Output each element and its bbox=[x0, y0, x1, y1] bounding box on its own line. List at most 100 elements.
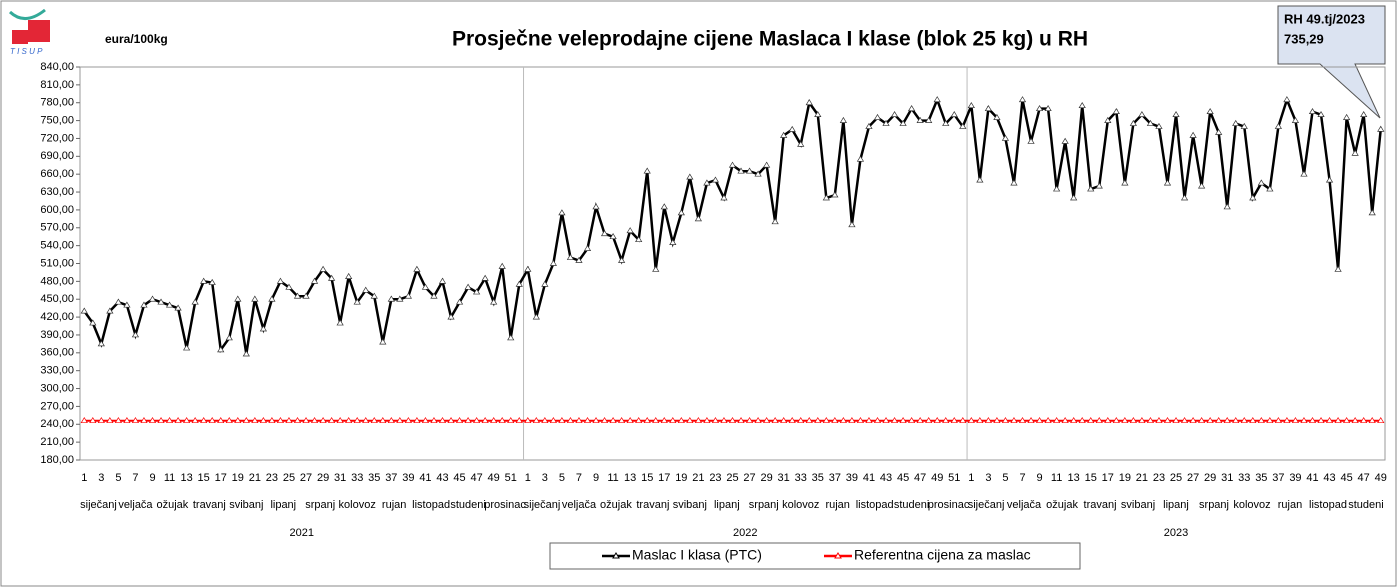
x-tick-label: 21 bbox=[1136, 472, 1148, 484]
month-label: rujan bbox=[382, 499, 406, 511]
month-label: studeni bbox=[1348, 499, 1383, 511]
y-tick-label: 810,00 bbox=[40, 79, 74, 91]
point-marker bbox=[1240, 417, 1248, 424]
point-marker bbox=[310, 277, 319, 284]
point-marker bbox=[140, 301, 148, 308]
point-marker bbox=[438, 417, 447, 424]
x-tick-label: 11 bbox=[164, 472, 175, 484]
point-marker bbox=[797, 140, 805, 147]
point-marker bbox=[1274, 122, 1282, 129]
x-tick-label: 7 bbox=[576, 472, 582, 484]
point-marker bbox=[319, 417, 327, 424]
x-tick-label: 5 bbox=[115, 472, 121, 484]
y-tick-label: 420,00 bbox=[40, 311, 74, 323]
x-tick-label: 35 bbox=[1255, 472, 1267, 484]
point-marker bbox=[106, 417, 114, 424]
point-marker bbox=[566, 253, 575, 260]
point-marker bbox=[635, 236, 643, 243]
x-tick-label: 41 bbox=[419, 472, 431, 484]
point-marker bbox=[1129, 119, 1137, 126]
month-label: srpanj bbox=[305, 499, 335, 511]
point-marker bbox=[1334, 265, 1342, 272]
month-label: ožujak bbox=[1046, 499, 1078, 511]
point-marker bbox=[566, 417, 575, 424]
point-marker bbox=[1018, 417, 1027, 424]
point-marker bbox=[797, 417, 805, 424]
point-marker bbox=[745, 417, 754, 424]
chart-title: Prosječne veleprodajne cijene Maslaca I … bbox=[452, 28, 1088, 51]
y-tick-label: 240,00 bbox=[40, 418, 74, 430]
point-marker bbox=[822, 194, 830, 201]
month-label: ožujak bbox=[157, 499, 189, 511]
point-marker bbox=[890, 110, 899, 117]
month-label: kolovoz bbox=[339, 499, 376, 511]
point-marker bbox=[1232, 119, 1240, 126]
point-marker bbox=[694, 215, 703, 222]
month-label: kolovoz bbox=[1233, 499, 1270, 511]
point-marker bbox=[976, 176, 984, 183]
point-marker bbox=[165, 417, 174, 424]
point-marker bbox=[788, 417, 796, 424]
point-marker bbox=[97, 340, 105, 347]
x-tick-label: 25 bbox=[283, 472, 295, 484]
point-marker bbox=[762, 417, 771, 424]
point-marker bbox=[899, 119, 907, 126]
point-marker bbox=[873, 417, 882, 424]
point-marker bbox=[182, 344, 191, 351]
point-marker bbox=[481, 274, 489, 281]
legend-marker bbox=[834, 552, 842, 559]
y-axis-label: eura/100kg bbox=[105, 32, 168, 46]
point-marker bbox=[387, 417, 395, 424]
point-marker bbox=[430, 292, 438, 299]
point-marker bbox=[1070, 417, 1078, 424]
point-marker bbox=[472, 288, 481, 295]
x-tick-label: 29 bbox=[317, 472, 329, 484]
point-marker bbox=[1001, 134, 1010, 141]
point-marker bbox=[293, 417, 302, 424]
point-marker bbox=[353, 298, 361, 305]
point-marker bbox=[80, 417, 88, 424]
x-tick-label: 5 bbox=[1002, 472, 1008, 484]
point-marker bbox=[276, 417, 285, 424]
x-tick-label: 1 bbox=[81, 472, 87, 484]
x-tick-label: 7 bbox=[1019, 472, 1025, 484]
point-marker bbox=[89, 319, 97, 326]
point-marker bbox=[1027, 417, 1035, 424]
point-marker bbox=[200, 277, 208, 284]
point-marker bbox=[89, 417, 97, 424]
point-marker bbox=[1308, 107, 1317, 115]
y-tick-label: 270,00 bbox=[40, 400, 74, 412]
point-marker bbox=[925, 116, 933, 123]
point-marker bbox=[490, 417, 498, 424]
point-marker bbox=[498, 262, 506, 269]
point-marker bbox=[737, 417, 745, 424]
x-tick-label: 39 bbox=[846, 472, 858, 484]
x-tick-label: 29 bbox=[1204, 472, 1216, 484]
month-label: rujan bbox=[1278, 499, 1302, 511]
point-marker bbox=[1300, 170, 1308, 177]
callout-title: RH 49.tj/2023 bbox=[1284, 11, 1365, 26]
point-marker bbox=[583, 244, 592, 251]
point-marker bbox=[1146, 119, 1155, 126]
callout: RH 49.tj/2023 735,29 bbox=[1277, 5, 1386, 119]
x-tick-label: 25 bbox=[726, 472, 738, 484]
callout-text: 735,29 bbox=[1284, 31, 1324, 46]
point-marker bbox=[856, 417, 865, 424]
point-marker bbox=[1325, 176, 1334, 183]
point-marker bbox=[600, 230, 609, 237]
point-marker bbox=[234, 295, 242, 302]
month-label: lipanj bbox=[714, 499, 740, 511]
x-tick-label: 35 bbox=[368, 472, 380, 484]
point-marker bbox=[669, 417, 677, 424]
point-marker bbox=[1087, 185, 1095, 192]
y-tick-label: 210,00 bbox=[40, 436, 74, 448]
x-tick-label: 31 bbox=[778, 472, 790, 484]
point-marker bbox=[1104, 417, 1112, 424]
point-marker bbox=[1121, 417, 1129, 424]
point-marker bbox=[191, 298, 199, 305]
point-marker bbox=[191, 417, 199, 424]
point-marker bbox=[208, 417, 216, 424]
point-marker bbox=[1377, 417, 1385, 424]
point-marker bbox=[1317, 417, 1325, 424]
y-tick-label: 330,00 bbox=[40, 365, 74, 377]
